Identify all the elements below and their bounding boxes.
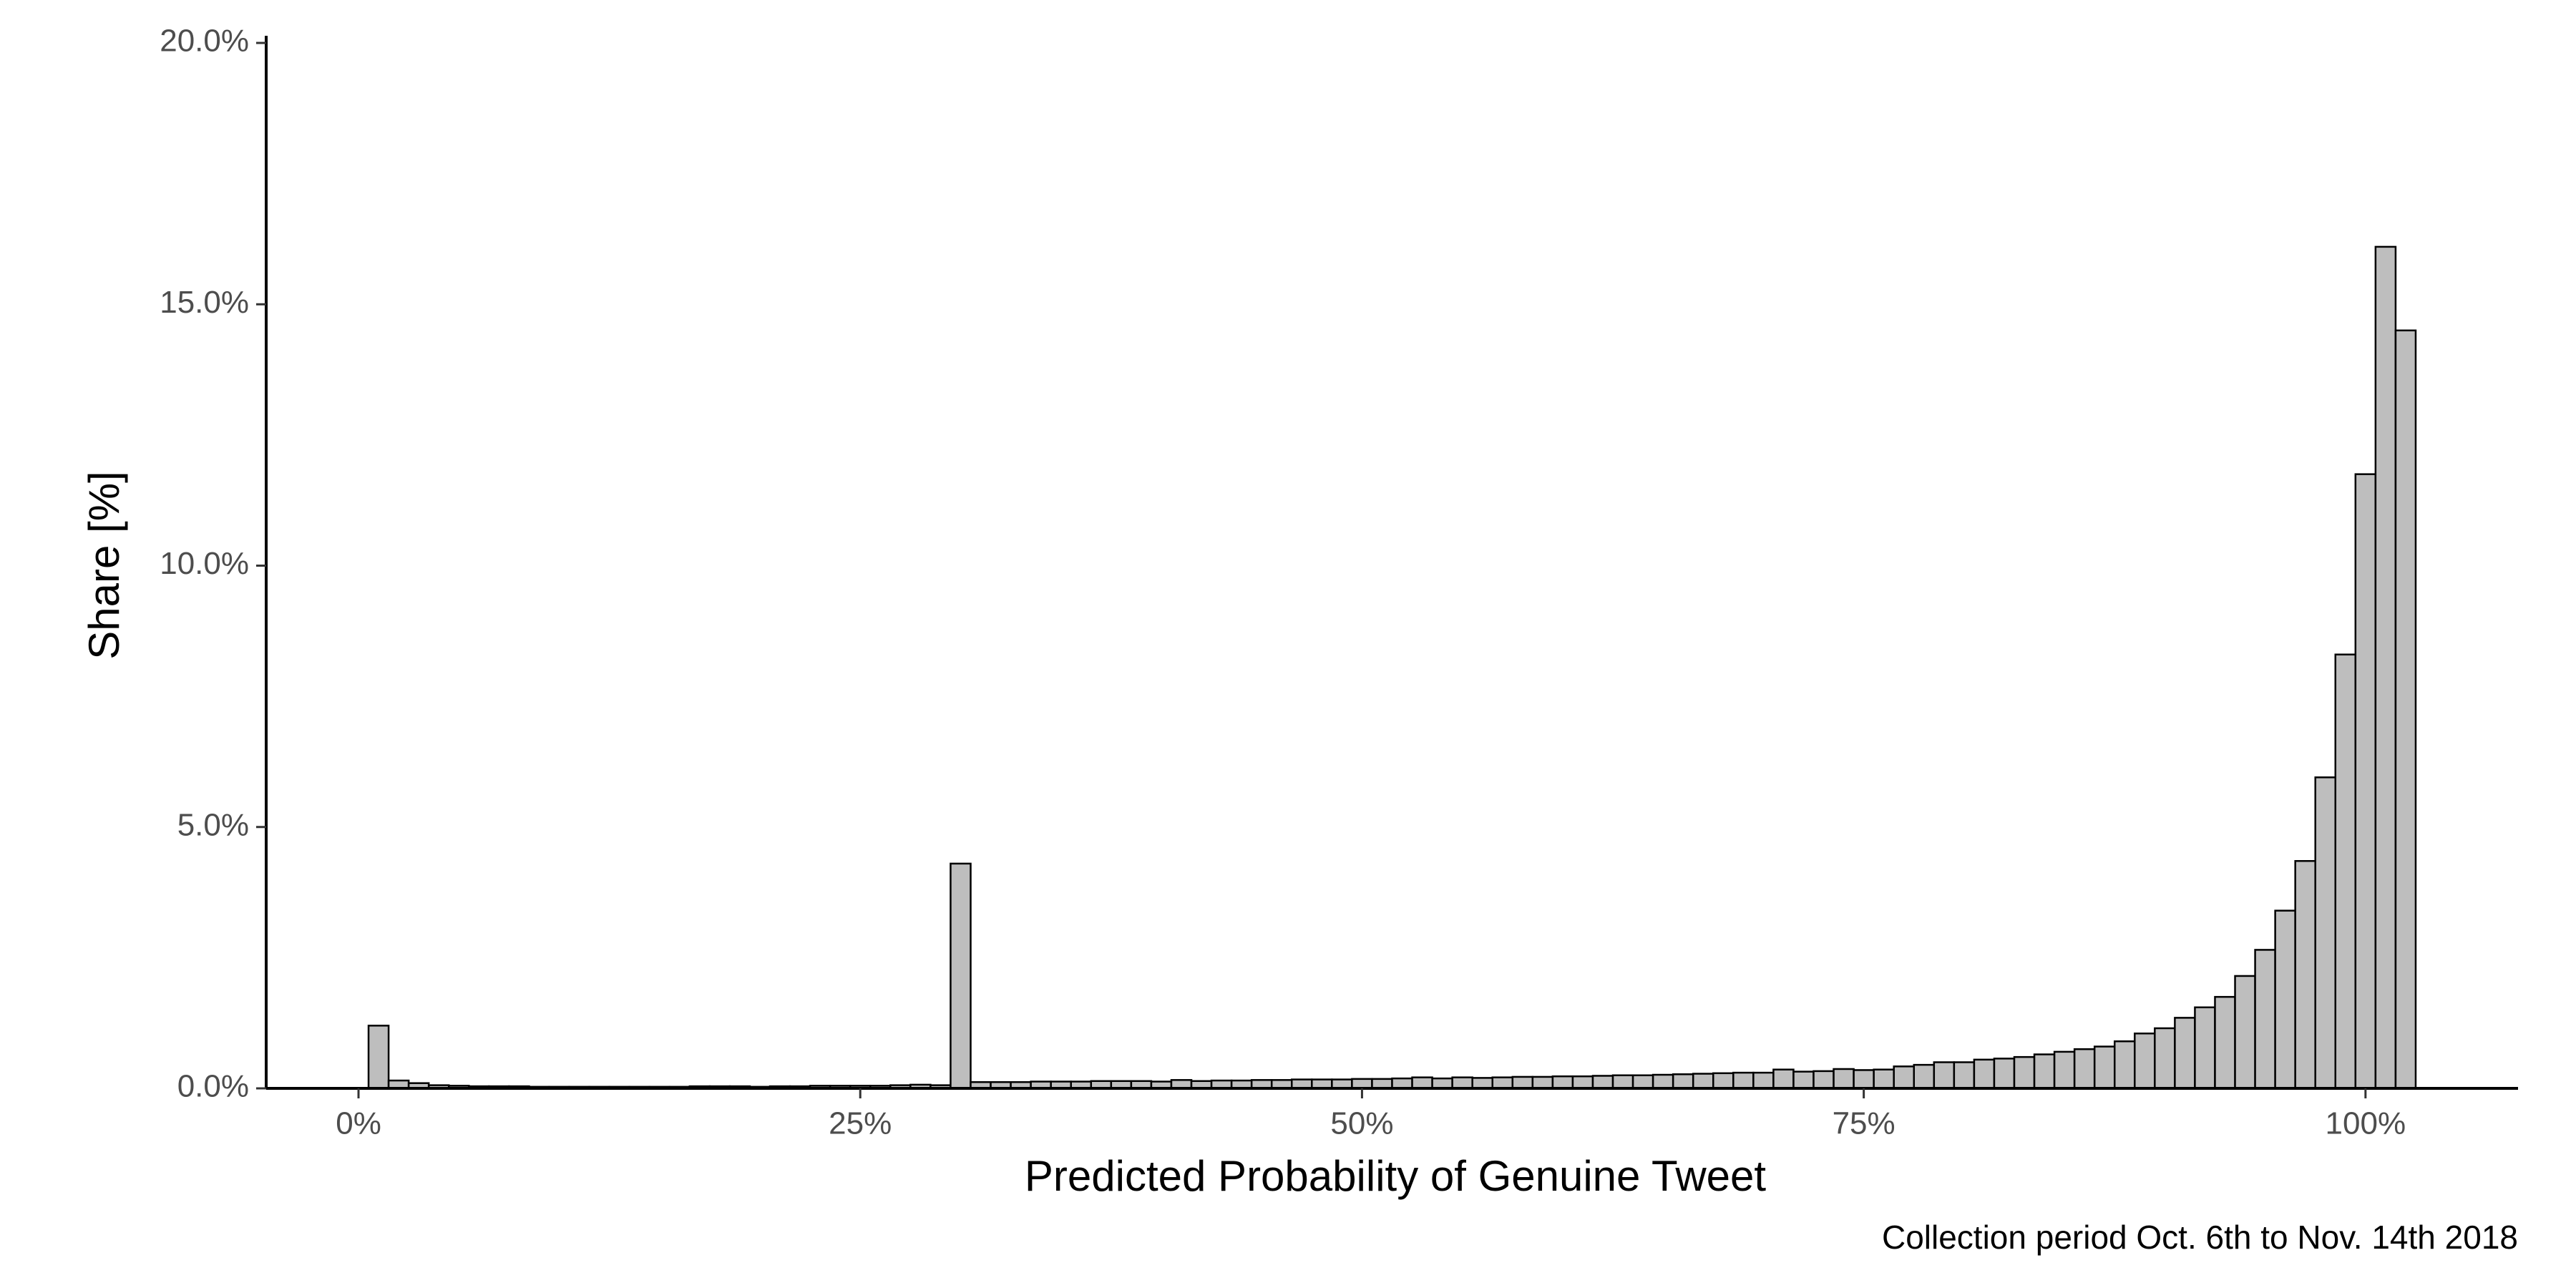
bar	[2214, 995, 2236, 1090]
caption: Collection period Oct. 6th to Nov. 14th …	[1882, 1219, 2518, 1256]
x-tick-label: 100%	[2326, 1106, 2406, 1141]
bar	[2374, 245, 2397, 1090]
bar	[1631, 1074, 1654, 1090]
bar	[1933, 1061, 1956, 1090]
bar	[1813, 1070, 1835, 1090]
bar	[2113, 1040, 2136, 1090]
bar	[1591, 1075, 1614, 1090]
bar	[2174, 1017, 2196, 1090]
bar	[2314, 776, 2337, 1090]
x-tick-label: 75%	[1833, 1106, 1896, 1141]
bar	[2334, 653, 2357, 1090]
x-axis-title: Predicted Probability of Genuine Tweet	[1025, 1152, 1767, 1200]
y-tick-label: 15.0%	[160, 285, 249, 320]
bar	[2053, 1050, 2076, 1090]
bar	[2234, 975, 2256, 1090]
y-tick-label: 0.0%	[177, 1069, 249, 1104]
bar	[2354, 473, 2377, 1090]
y-axis-title: Share [%]	[80, 471, 128, 659]
bar	[1431, 1077, 1453, 1090]
bar	[2154, 1027, 2176, 1090]
bar	[1611, 1074, 1634, 1090]
bar	[1531, 1075, 1554, 1090]
x-tick-label: 0%	[336, 1106, 381, 1141]
bar	[1893, 1065, 1916, 1090]
bar	[1652, 1073, 1674, 1090]
bar	[1873, 1068, 1895, 1090]
bar	[1391, 1077, 1413, 1090]
bar	[1451, 1076, 1473, 1090]
y-tick-label: 5.0%	[177, 807, 249, 842]
bar	[1571, 1075, 1594, 1090]
bar	[2073, 1048, 2096, 1090]
bar	[1853, 1069, 1875, 1090]
bar	[1833, 1068, 1855, 1090]
bar	[1953, 1061, 1976, 1090]
bar	[1752, 1071, 1775, 1090]
bar	[1692, 1073, 1714, 1090]
bar	[1491, 1076, 1514, 1090]
bar	[1973, 1058, 1996, 1090]
bar	[1913, 1063, 1936, 1090]
bar	[1511, 1075, 1534, 1090]
bar	[1993, 1058, 2016, 1090]
bar	[2254, 949, 2276, 1090]
x-tick-label: 25%	[829, 1106, 892, 1141]
bar	[1471, 1077, 1493, 1090]
bar	[1772, 1068, 1795, 1090]
bar	[2093, 1045, 2116, 1090]
bar	[2294, 859, 2316, 1090]
bar	[1732, 1071, 1755, 1090]
bar	[1551, 1075, 1574, 1090]
bar	[2033, 1053, 2056, 1090]
bar	[1411, 1076, 1433, 1090]
bar	[2013, 1055, 2036, 1090]
bar	[367, 1025, 390, 1090]
bar	[2134, 1033, 2156, 1090]
y-tick-label: 10.0%	[160, 546, 249, 581]
bar	[1792, 1070, 1815, 1090]
y-tick-label: 20.0%	[160, 24, 249, 59]
bar	[950, 862, 972, 1090]
bar	[1712, 1072, 1735, 1090]
x-tick-label: 50%	[1330, 1106, 1393, 1141]
bar	[1672, 1073, 1694, 1090]
bar	[2394, 329, 2417, 1090]
bar	[2274, 909, 2296, 1090]
bar	[2194, 1006, 2216, 1090]
